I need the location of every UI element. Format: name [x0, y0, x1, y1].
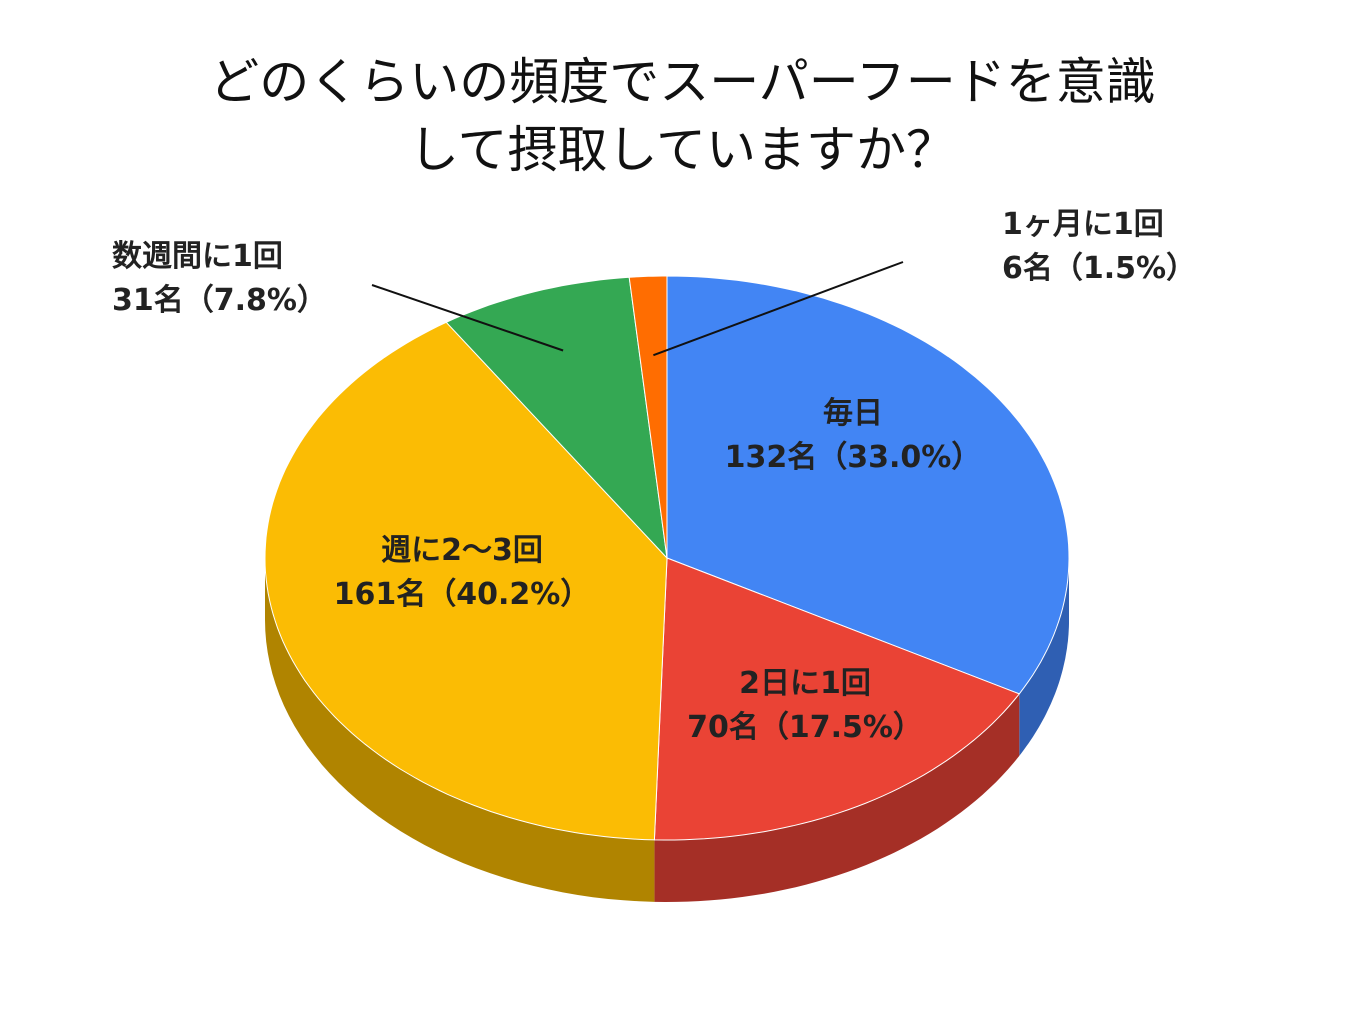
slice-value-label-3: 31名（7.8%）: [112, 283, 327, 318]
slice-label-1: 2日に1回: [739, 666, 871, 701]
pie-slice-0: [666, 275, 1070, 695]
pie-tops: [264, 275, 1070, 841]
pie-side-0: [1019, 558, 1069, 756]
slice-value-label-1: 70名（17.5%）: [687, 710, 923, 745]
chart-title-line-1: どのくらいの頻度でスーパーフードを意識: [209, 52, 1156, 111]
pie-sides: [265, 558, 1069, 902]
slice-value-label-4: 6名（1.5%）: [1002, 251, 1196, 286]
slice-value-label-2: 161名（40.2%）: [334, 577, 591, 612]
leader-line-3: [371, 284, 564, 352]
pie-slice-4: [628, 275, 668, 559]
pie-leaders: [371, 261, 904, 357]
pie-side-1: [654, 693, 1020, 902]
pie-slice-1: [653, 557, 1021, 841]
pie-side-2: [265, 558, 655, 902]
pie-labels: 毎日 132名（33.0%） 2日に1回 70名（17.5%） 週に2〜3回 161名（4…: [112, 207, 1196, 745]
chart-title: どのくらいの頻度でスーパーフードを意識 して摂取していますか？: [0, 48, 1365, 184]
pie-slice-3: [445, 276, 668, 560]
chart-title-line-2: して摂取していますか？: [409, 120, 956, 179]
slice-value-label-0: 132名（33.0%）: [725, 440, 982, 475]
leader-line-4: [653, 261, 904, 357]
slice-label-0: 毎日: [823, 396, 883, 431]
slice-label-3: 数週間に1回: [112, 239, 283, 274]
slice-label-2: 週に2〜3回: [381, 533, 543, 568]
pie-slice-2: [264, 321, 668, 841]
slice-label-4: 1ヶ月に1回: [1002, 207, 1164, 242]
